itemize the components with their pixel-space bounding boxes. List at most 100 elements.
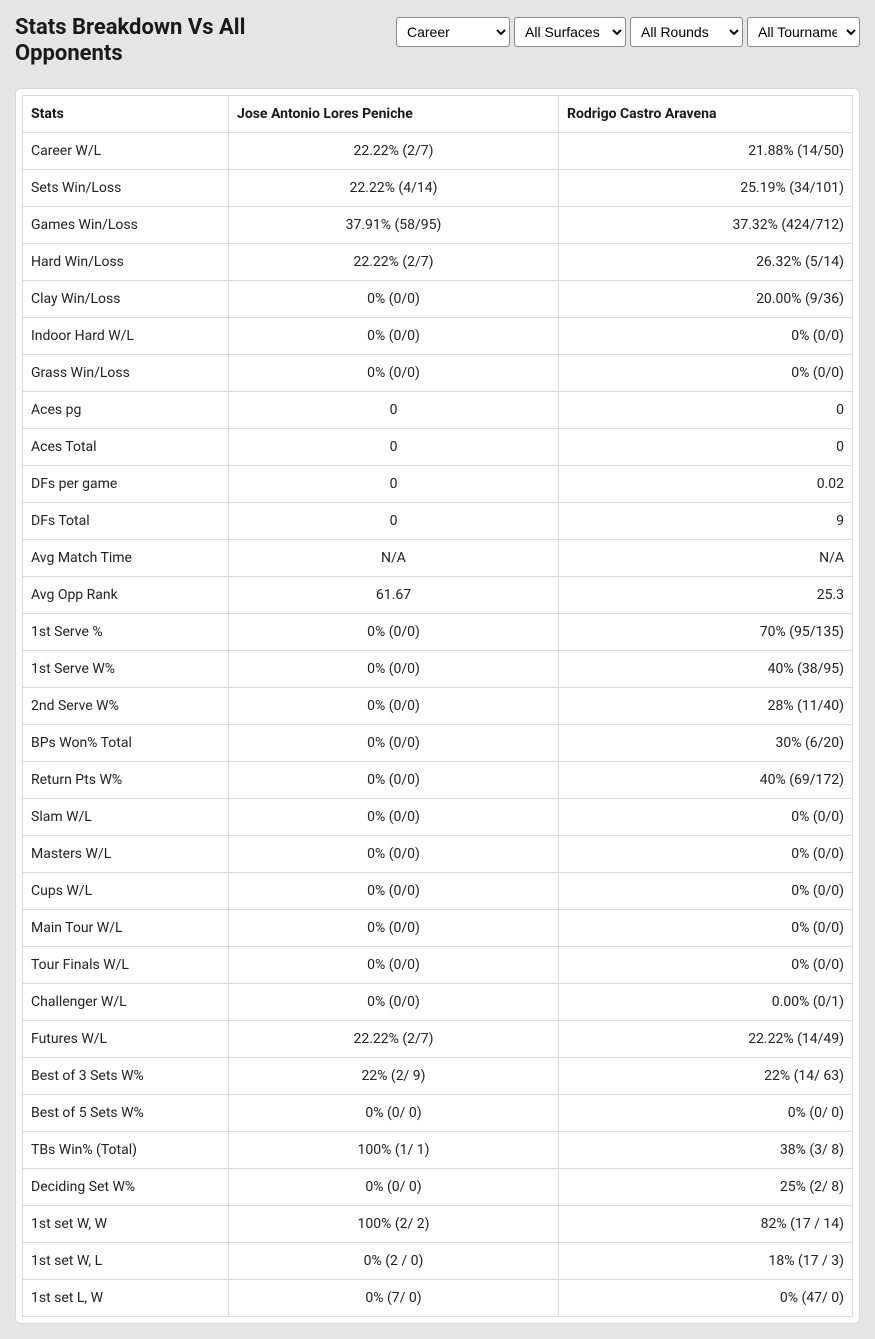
- player2-value: 25% (2/ 8): [559, 1168, 853, 1205]
- stat-label: Games Win/Loss: [23, 206, 229, 243]
- table-row: Career W/L22.22% (2/7)21.88% (14/50): [23, 132, 853, 169]
- table-row: Masters W/L0% (0/0)0% (0/0): [23, 835, 853, 872]
- player2-value: 0.02: [559, 465, 853, 502]
- table-row: Slam W/L0% (0/0)0% (0/0): [23, 798, 853, 835]
- stat-label: Challenger W/L: [23, 983, 229, 1020]
- stats-table-card: Stats Jose Antonio Lores Peniche Rodrigo…: [15, 88, 860, 1324]
- player1-value: 0% (0/ 0): [229, 1168, 559, 1205]
- player1-value: 100% (2/ 2): [229, 1205, 559, 1242]
- player2-value: 26.32% (5/14): [559, 243, 853, 280]
- timeframe-select[interactable]: Career: [396, 17, 510, 47]
- surface-select[interactable]: All Surfaces: [514, 17, 626, 47]
- table-row: Avg Match TimeN/AN/A: [23, 539, 853, 576]
- player1-value: 0% (0/0): [229, 835, 559, 872]
- table-row: Aces pg00: [23, 391, 853, 428]
- table-row: 1st Serve W%0% (0/0)40% (38/95): [23, 650, 853, 687]
- player2-value: 0% (0/0): [559, 354, 853, 391]
- player2-value: 37.32% (424/712): [559, 206, 853, 243]
- table-row: DFs Total09: [23, 502, 853, 539]
- table-row: Tour Finals W/L0% (0/0)0% (0/0): [23, 946, 853, 983]
- table-row: Futures W/L22.22% (2/7)22.22% (14/49): [23, 1020, 853, 1057]
- player1-value: 0% (0/0): [229, 798, 559, 835]
- player1-value: 0: [229, 391, 559, 428]
- stat-label: BPs Won% Total: [23, 724, 229, 761]
- player1-value: 0% (0/0): [229, 650, 559, 687]
- stat-label: Career W/L: [23, 132, 229, 169]
- stat-label: 1st set W, L: [23, 1242, 229, 1279]
- player1-value: 61.67: [229, 576, 559, 613]
- player1-value: 0: [229, 502, 559, 539]
- stat-label: Best of 3 Sets W%: [23, 1057, 229, 1094]
- table-row: Games Win/Loss37.91% (58/95)37.32% (424/…: [23, 206, 853, 243]
- player2-value: 0% (0/0): [559, 317, 853, 354]
- player2-value: 82% (17 / 14): [559, 1205, 853, 1242]
- player2-value: 38% (3/ 8): [559, 1131, 853, 1168]
- stat-label: Aces Total: [23, 428, 229, 465]
- player2-value: 0% (0/0): [559, 872, 853, 909]
- table-row: Aces Total00: [23, 428, 853, 465]
- table-row: Clay Win/Loss0% (0/0)20.00% (9/36): [23, 280, 853, 317]
- player1-value: 0% (0/0): [229, 872, 559, 909]
- player2-value: 0.00% (0/1): [559, 983, 853, 1020]
- table-row: Best of 5 Sets W%0% (0/ 0)0% (0/ 0): [23, 1094, 853, 1131]
- header-row: Stats Breakdown Vs All Opponents Career …: [15, 15, 860, 68]
- stat-label: Deciding Set W%: [23, 1168, 229, 1205]
- table-row: Deciding Set W%0% (0/ 0)25% (2/ 8): [23, 1168, 853, 1205]
- table-row: Avg Opp Rank61.6725.3: [23, 576, 853, 613]
- player2-value: 22% (14/ 63): [559, 1057, 853, 1094]
- player1-value: N/A: [229, 539, 559, 576]
- table-row: BPs Won% Total0% (0/0)30% (6/20): [23, 724, 853, 761]
- col-header-player2: Rodrigo Castro Aravena: [559, 95, 853, 132]
- player2-value: 0: [559, 428, 853, 465]
- player1-value: 0% (0/0): [229, 613, 559, 650]
- stat-label: Hard Win/Loss: [23, 243, 229, 280]
- player1-value: 0% (0/0): [229, 724, 559, 761]
- player2-value: 0% (0/ 0): [559, 1094, 853, 1131]
- table-header-row: Stats Jose Antonio Lores Peniche Rodrigo…: [23, 95, 853, 132]
- player1-value: 22% (2/ 9): [229, 1057, 559, 1094]
- table-row: Challenger W/L0% (0/0)0.00% (0/1): [23, 983, 853, 1020]
- stat-label: Return Pts W%: [23, 761, 229, 798]
- stat-label: Avg Opp Rank: [23, 576, 229, 613]
- player2-value: 0% (0/0): [559, 835, 853, 872]
- player1-value: 0% (2 / 0): [229, 1242, 559, 1279]
- player1-value: 0% (0/0): [229, 354, 559, 391]
- player2-value: 0% (0/0): [559, 946, 853, 983]
- round-select[interactable]: All Rounds: [630, 17, 743, 47]
- page-title: Stats Breakdown Vs All Opponents: [15, 15, 315, 68]
- player1-value: 0% (0/ 0): [229, 1094, 559, 1131]
- table-row: 1st set W, W100% (2/ 2)82% (17 / 14): [23, 1205, 853, 1242]
- player2-value: 18% (17 / 3): [559, 1242, 853, 1279]
- player1-value: 0% (7/ 0): [229, 1279, 559, 1316]
- filters-group: Career All Surfaces All Rounds All Tourn…: [396, 15, 860, 47]
- player1-value: 0% (0/0): [229, 946, 559, 983]
- stats-table: Stats Jose Antonio Lores Peniche Rodrigo…: [22, 95, 853, 1317]
- table-row: DFs per game00.02: [23, 465, 853, 502]
- player2-value: 30% (6/20): [559, 724, 853, 761]
- player2-value: 28% (11/40): [559, 687, 853, 724]
- stat-label: DFs Total: [23, 502, 229, 539]
- col-header-player1: Jose Antonio Lores Peniche: [229, 95, 559, 132]
- player2-value: 9: [559, 502, 853, 539]
- player1-value: 22.22% (4/14): [229, 169, 559, 206]
- stat-label: DFs per game: [23, 465, 229, 502]
- stat-label: Aces pg: [23, 391, 229, 428]
- stat-label: Futures W/L: [23, 1020, 229, 1057]
- stat-label: 1st set W, W: [23, 1205, 229, 1242]
- player2-value: N/A: [559, 539, 853, 576]
- player2-value: 22.22% (14/49): [559, 1020, 853, 1057]
- player2-value: 25.3: [559, 576, 853, 613]
- stat-label: Clay Win/Loss: [23, 280, 229, 317]
- player2-value: 70% (95/135): [559, 613, 853, 650]
- stat-label: Sets Win/Loss: [23, 169, 229, 206]
- player1-value: 0: [229, 428, 559, 465]
- table-row: Grass Win/Loss0% (0/0)0% (0/0): [23, 354, 853, 391]
- tournament-select[interactable]: All Tournaments: [747, 17, 860, 47]
- table-row: 2nd Serve W%0% (0/0)28% (11/40): [23, 687, 853, 724]
- player2-value: 0% (0/0): [559, 798, 853, 835]
- player1-value: 37.91% (58/95): [229, 206, 559, 243]
- player1-value: 22.22% (2/7): [229, 132, 559, 169]
- player2-value: 0% (0/0): [559, 909, 853, 946]
- stat-label: Masters W/L: [23, 835, 229, 872]
- player1-value: 0% (0/0): [229, 909, 559, 946]
